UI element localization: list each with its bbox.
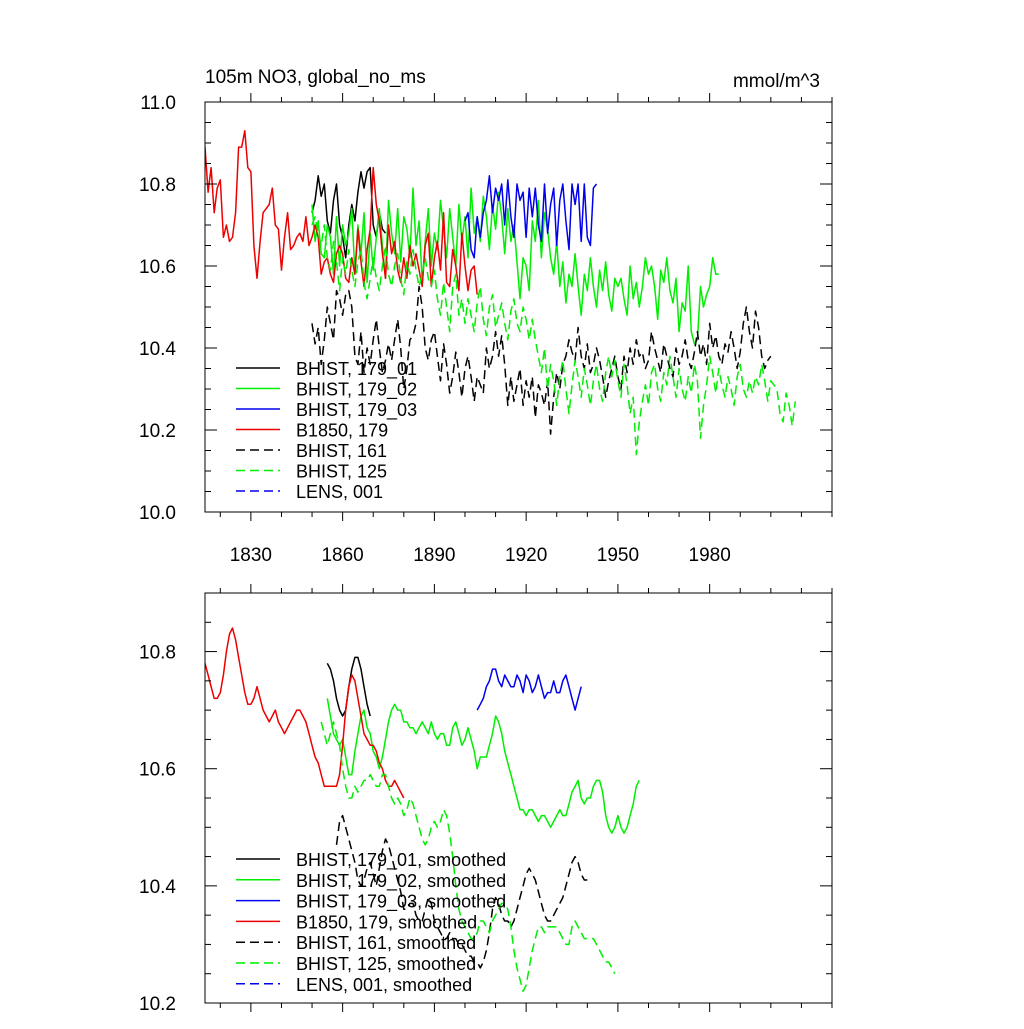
bottom-legend-item: BHIST, 125, smoothed: [236, 954, 476, 974]
bottom-series-line-1: [326, 698, 640, 834]
top-y-tick-label: 10.4: [139, 339, 176, 360]
top-y-tick-label: 10.2: [139, 421, 176, 442]
top-legend-label: BHIST, 179_01: [296, 359, 417, 380]
top-legend-item: BHIST, 161: [236, 441, 387, 461]
top-legend-label: BHIST, 125: [296, 462, 387, 482]
top-chart-title: 105m NO3, global_no_ms: [205, 67, 426, 88]
top-legend-label: BHIST, 179_02: [296, 380, 417, 401]
bottom-legend-item: BHIST, 179_01, smoothed: [236, 850, 506, 871]
top-y-tick-label: 10.0: [139, 503, 176, 524]
top-series-line-4: [311, 285, 772, 435]
top-units-label: mmol/m^3: [733, 71, 820, 92]
top-series-line-2: [464, 175, 598, 259]
top-x-tick-label: 1980: [689, 545, 731, 566]
bottom-y-tick-label: 10.4: [139, 877, 176, 898]
bottom-panel: 10.2 10.4 10.6 10.8 BHIST, 179_01, smoothed…: [139, 584, 833, 1015]
top-series-line-0: [311, 166, 387, 259]
bottom-series-line-2: [476, 668, 582, 711]
top-legend-item: LENS, 001: [236, 482, 383, 502]
top-series-layer: [205, 129, 797, 456]
top-x-tick-label: 1890: [413, 545, 455, 566]
bottom-legend-item: BHIST, 179_03, smoothed: [236, 892, 506, 913]
top-legend-item: BHIST, 125: [236, 462, 387, 482]
bottom-legend-label: BHIST, 179_02, smoothed: [296, 871, 506, 892]
top-x-tick-label: 1860: [321, 545, 363, 566]
bottom-series-line-5: [320, 721, 616, 993]
top-legend-label: BHIST, 179_03: [296, 400, 417, 421]
bottom-y-tick-label: 10.6: [139, 760, 176, 781]
top-legend-label: LENS, 001: [296, 482, 383, 502]
top-legend-item: BHIST, 179_03: [236, 400, 417, 421]
top-series-line-5: [311, 216, 797, 456]
top-legend-item: B1850, 179: [236, 421, 388, 441]
top-x-tick-label: 1920: [505, 545, 547, 566]
bottom-legend-label: BHIST, 161, smoothed: [296, 933, 476, 953]
top-legend-label: BHIST, 161: [296, 441, 387, 461]
bottom-series-line-4: [335, 814, 588, 969]
bottom-legend-label: LENS, 001, smoothed: [296, 975, 472, 995]
bottom-legend-item: BHIST, 161, smoothed: [236, 933, 476, 953]
bottom-y-tick-label: 10.2: [139, 994, 176, 1015]
bottom-series-layer: [205, 627, 640, 993]
top-series-line-1: [311, 187, 719, 345]
top-legend-label: B1850, 179: [296, 421, 388, 441]
top-x-tick-label: 1950: [597, 545, 639, 566]
bottom-legend-label: B1850, 179, smoothed: [296, 912, 477, 932]
bottom-ticks-layer: 10.2 10.4 10.6 10.8: [139, 584, 833, 1015]
top-y-tick-label: 11.0: [140, 93, 176, 114]
top-ticks-layer: 1830 1860 1890 1920 1950 1980 10.0 10.2 10.4 10.6…: [139, 93, 833, 566]
bottom-legend-item: LENS, 001, smoothed: [236, 975, 472, 995]
top-legend-item: BHIST, 179_02: [236, 380, 417, 401]
top-x-tick-label: 1830: [230, 545, 272, 566]
top-y-tick-label: 10.8: [139, 175, 176, 196]
bottom-legend-label: BHIST, 125, smoothed: [296, 954, 476, 974]
top-y-tick-label: 10.6: [139, 257, 176, 278]
top-panel: 1830 1860 1890 1920 1950 1980 10.0 10.2 10.4 10.6…: [139, 67, 833, 566]
bottom-y-tick-label: 10.8: [139, 643, 176, 664]
top-legend-item: BHIST, 179_01: [236, 359, 417, 380]
bottom-legend-label: BHIST, 179_01, smoothed: [296, 850, 506, 871]
bottom-legend-item: B1850, 179, smoothed: [236, 912, 477, 932]
bottom-legend-item: BHIST, 179_02, smoothed: [236, 871, 506, 892]
bottom-series-line-3: [205, 627, 405, 799]
bottom-legend-label: BHIST, 179_03, smoothed: [296, 892, 506, 913]
